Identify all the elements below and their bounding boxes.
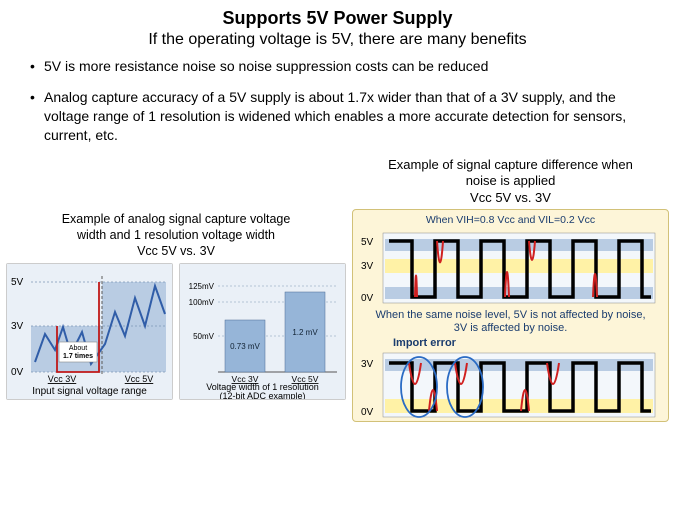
svg-text:Vcc 3V: Vcc 3V xyxy=(48,374,77,384)
bullet-item: 5V is more resistance noise so noise sup… xyxy=(30,57,651,76)
svg-text:0V: 0V xyxy=(361,293,374,304)
page-subtitle: If the operating voltage is 5V, there ar… xyxy=(0,31,675,49)
chart-resolution-width: 125mV100mV50mV0.73 mVVcc 3V1.2 mVVcc 5VV… xyxy=(179,263,346,400)
svg-text:0V: 0V xyxy=(361,407,374,418)
caption-line: noise is applied xyxy=(466,173,556,188)
bullet-list: 5V is more resistance noise so noise sup… xyxy=(0,57,675,145)
svg-text:0.73 mV: 0.73 mV xyxy=(230,342,260,351)
svg-text:3V: 3V xyxy=(361,359,374,370)
caption-line: width and 1 resolution voltage width xyxy=(77,228,275,242)
caption-line: Vcc 5V vs. 3V xyxy=(137,244,215,258)
right-panel: When VIH=0.8 Vcc and VIL=0.2 Vcc 5V3V0V … xyxy=(352,209,669,422)
svg-text:125mV: 125mV xyxy=(189,282,215,291)
left-column: Example of analog signal capture voltage… xyxy=(6,157,346,423)
svg-text:About: About xyxy=(69,345,87,352)
right-column: Example of signal capture difference whe… xyxy=(352,157,669,423)
page-title: Supports 5V Power Supply xyxy=(0,0,675,29)
svg-text:3V: 3V xyxy=(361,261,374,272)
svg-text:Vcc 5V: Vcc 5V xyxy=(125,374,154,384)
right-caption: Example of signal capture difference whe… xyxy=(352,157,669,208)
svg-text:50mV: 50mV xyxy=(193,332,215,341)
svg-text:5V: 5V xyxy=(361,237,374,248)
caption-line: Example of analog signal capture voltage xyxy=(62,212,291,226)
svg-text:3V: 3V xyxy=(11,321,24,332)
note-line: When the same noise level, 5V is not aff… xyxy=(375,309,645,321)
svg-text:5V: 5V xyxy=(11,277,24,288)
svg-text:1.7 times: 1.7 times xyxy=(63,353,93,360)
svg-text:(12-bit ADC example): (12-bit ADC example) xyxy=(219,391,305,399)
chart-noise-5v: 5V 3V 0V xyxy=(357,229,657,307)
vih-vil-note: When VIH=0.8 Vcc and VIL=0.2 Vcc xyxy=(357,214,664,227)
chart-noise-3v: 3V 0V xyxy=(357,351,657,419)
chart-input-signal-range: 5V 3V 0V About1.7 times Vcc 3V Vcc 5V Input si… xyxy=(6,263,173,400)
noise-effect-note: When the same noise level, 5V is not aff… xyxy=(357,309,664,335)
svg-text:1.2 mV: 1.2 mV xyxy=(292,328,318,337)
left-caption: Example of analog signal capture voltage… xyxy=(6,211,346,260)
import-error-label: Import error xyxy=(357,337,664,349)
charts-row: Example of analog signal capture voltage… xyxy=(0,157,675,423)
note-line: 3V is affected by noise. xyxy=(454,322,568,334)
caption-line: Example of signal capture difference whe… xyxy=(388,157,633,172)
svg-text:100mV: 100mV xyxy=(189,298,215,307)
svg-text:Input signal voltage range: Input signal voltage range xyxy=(32,386,147,397)
caption-line: Vcc 5V vs. 3V xyxy=(470,190,551,205)
left-charts-pair: 5V 3V 0V About1.7 times Vcc 3V Vcc 5V Input si… xyxy=(6,263,346,400)
svg-text:0V: 0V xyxy=(11,367,24,378)
bullet-item: Analog capture accuracy of a 5V supply i… xyxy=(30,88,651,145)
